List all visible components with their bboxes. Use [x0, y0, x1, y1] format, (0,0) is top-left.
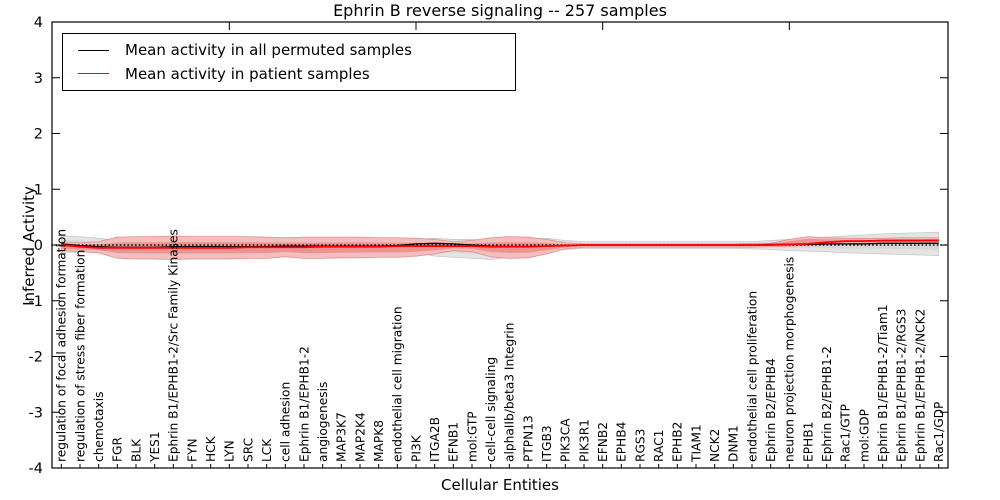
legend-label: Mean activity in all permuted samples	[125, 41, 412, 60]
x-tick-label: regulation of focal adhesion formation	[55, 229, 69, 462]
x-tick-label: LCK	[260, 438, 274, 462]
y-tick-label: -1	[29, 294, 43, 310]
x-tick-label: regulation of stress fiber formation	[73, 250, 87, 462]
x-tick-label: PI3K	[409, 434, 423, 462]
x-tick-label: angiogenesis	[316, 382, 330, 462]
x-tick-label: EPHB4	[615, 421, 629, 462]
x-tick-label: PIK3CA	[559, 418, 573, 462]
x-tick-label: ITGB3	[540, 425, 554, 462]
x-tick-label: RGS3	[633, 429, 647, 462]
plot-border	[51, 21, 949, 469]
legend-item-permuted: Mean activity in all permuted samples	[63, 41, 515, 59]
y-tick-label: 0	[34, 238, 43, 254]
x-tick-label: Ephrin B2/EPHB4	[764, 358, 778, 462]
x-tick-label: PTPN13	[521, 415, 535, 462]
x-tick-label: Rac1/GDP	[932, 402, 946, 462]
x-tick-label: ITGA2B	[428, 417, 442, 462]
x-tick-label: SRC	[241, 438, 255, 462]
x-tick-label: RAC1	[652, 430, 666, 462]
x-tick-label: chemotaxis	[92, 392, 106, 462]
x-tick-label: Ephrin B1/EPHB1-2/Src Family Kinases	[167, 229, 181, 462]
y-tick-label: 2	[34, 127, 43, 143]
x-tick-label: MAP2K4	[353, 412, 367, 462]
x-tick-label: cell-cell signaling	[484, 357, 498, 462]
y-tick-label: -2	[29, 350, 43, 366]
x-tick-label: mol:GDP	[857, 409, 871, 462]
x-tick-label: BLK	[129, 438, 143, 462]
y-tick-label: 1	[34, 182, 43, 198]
x-tick-label: PIK3R1	[577, 419, 591, 462]
patient-line-swatch-icon	[78, 73, 109, 75]
x-tick-label: neuron projection morphogenesis	[783, 257, 797, 462]
x-tick-label: EPHB1	[801, 422, 815, 462]
x-tick-label: Ephrin B1/EPHB1-2/NCK2	[913, 309, 927, 462]
y-tick-label: -3	[29, 405, 43, 421]
y-axis-title: Inferred Activity	[20, 186, 38, 306]
legend: Mean activity in all permuted samples Me…	[62, 33, 516, 91]
legend-item-patient: Mean activity in patient samples	[63, 65, 515, 83]
x-tick-label: TIAM1	[689, 424, 703, 463]
x-tick-label: FYN	[185, 438, 199, 462]
x-tick-label: FGR	[111, 437, 125, 462]
x-tick-label: cell adhesion	[279, 382, 293, 462]
x-tick-label: YES1	[148, 431, 162, 463]
x-tick-label: Ephrin B1/EPHB1-2/RGS3	[895, 309, 909, 462]
y-tick-label: -4	[29, 461, 43, 477]
permuted-line-swatch-icon	[78, 49, 109, 51]
x-tick-label: EFNB2	[596, 422, 610, 462]
x-tick-label: alphaIIb/beta3 Integrin	[503, 323, 517, 462]
patient-mean-line	[61, 239, 939, 249]
x-tick-label: NCK2	[708, 429, 722, 462]
y-tick-label: 3	[34, 71, 43, 87]
x-tick-label: HCK	[204, 435, 218, 462]
x-tick-label: endothelial cell proliferation	[745, 291, 759, 462]
y-tick-label: 4	[34, 15, 43, 31]
x-tick-label: MAPK8	[372, 420, 386, 462]
x-axis-title: Cellular Entities	[441, 476, 559, 494]
x-tick-label: endothelial cell migration	[391, 306, 405, 462]
x-tick-label: EPHB2	[671, 422, 685, 462]
x-tick-label: LYN	[223, 440, 237, 462]
x-tick-label: EFNB1	[447, 422, 461, 462]
chart-title: Ephrin B reverse signaling -- 257 sample…	[333, 1, 667, 20]
x-tick-label: DNM1	[727, 425, 741, 462]
x-tick-label: MAP3K7	[335, 412, 349, 462]
x-tick-label: mol:GTP	[465, 411, 479, 462]
x-tick-label: Ephrin B1/EPHB1-2/Tiam1	[876, 304, 890, 462]
x-tick-label: Rac1/GTP	[839, 404, 853, 462]
x-tick-label: Ephrin B1/EPHB1-2	[297, 346, 311, 462]
legend-label: Mean activity in patient samples	[125, 64, 370, 83]
x-tick-label: Ephrin B2/EPHB1-2	[820, 346, 834, 462]
